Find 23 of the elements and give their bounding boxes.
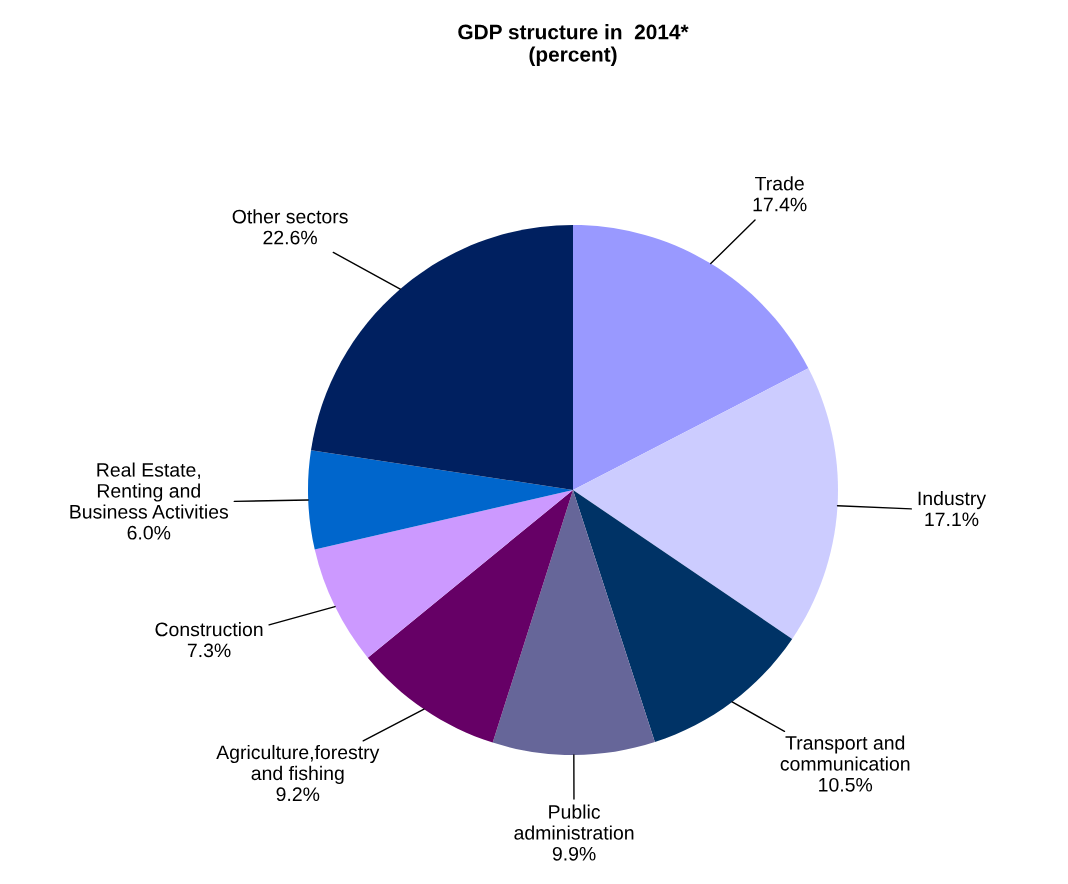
pie-slice bbox=[308, 450, 573, 550]
pie-slice bbox=[573, 368, 838, 639]
data-label: 9.9% bbox=[552, 846, 596, 861]
data-label: 17.1% bbox=[925, 512, 979, 527]
data-label: 17.4% bbox=[753, 197, 807, 212]
data-label: 7.3% bbox=[187, 643, 231, 658]
slice-label: Other sectors bbox=[232, 209, 348, 224]
slice-label: Construction bbox=[155, 622, 263, 637]
chart-title: GDP structure in 2014* (percent) bbox=[458, 24, 689, 66]
slice-label: Trade bbox=[755, 176, 804, 191]
slice-label: Transport and communication bbox=[780, 735, 910, 771]
data-label: 6.0% bbox=[127, 525, 171, 540]
slice-label: Industry bbox=[918, 491, 987, 510]
data-label: 9.2% bbox=[276, 787, 320, 802]
pie-slice bbox=[573, 225, 809, 490]
slice-label: Real Estate, Renting and Business Activities bbox=[70, 462, 229, 519]
slice-label: Public administration bbox=[514, 804, 634, 840]
data-label: 10.5% bbox=[819, 777, 873, 792]
data-label: 22.6% bbox=[263, 230, 317, 245]
pie-slice bbox=[367, 490, 573, 743]
slice-label: Agriculture,forestry and fishing bbox=[216, 744, 380, 784]
pie-slice bbox=[314, 490, 573, 658]
pie-slice bbox=[492, 490, 655, 755]
